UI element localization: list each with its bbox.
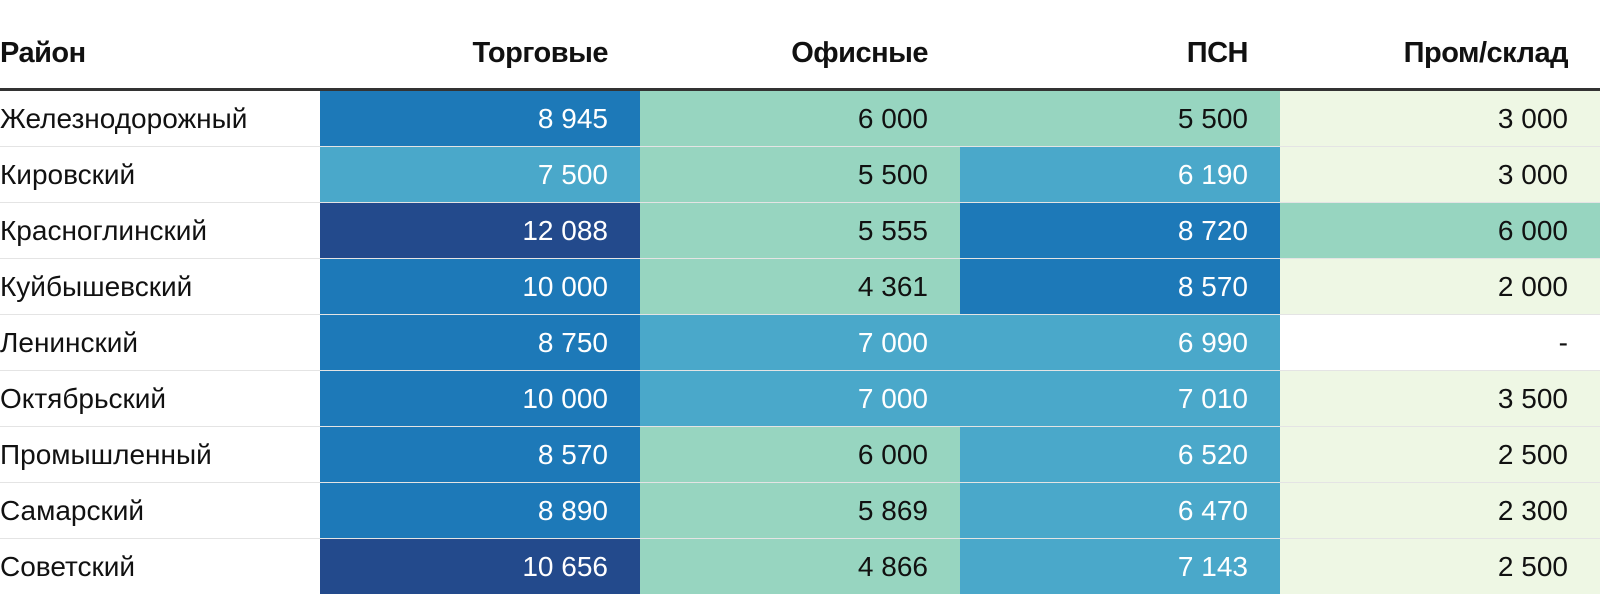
table-row: Красноглинский 12 088 5 555 8 720 6 000 [0, 202, 1600, 259]
row-label: Октябрьский [0, 370, 320, 427]
heatmap-table: Район Торговые Офисные ПСН Пром/склад Же… [0, 18, 1600, 594]
heatmap-cell: 5 555 [640, 202, 960, 259]
heatmap-cell: 4 866 [640, 538, 960, 594]
heatmap-cell: 7 000 [640, 370, 960, 427]
heatmap-cell: 3 000 [1280, 146, 1600, 203]
row-label: Кировский [0, 146, 320, 203]
heatmap-cell: 6 000 [1280, 202, 1600, 259]
table-row: Советский 10 656 4 866 7 143 2 500 [0, 538, 1600, 594]
heatmap-cell: 3 500 [1280, 370, 1600, 427]
heatmap-cell: 2 500 [1280, 538, 1600, 594]
heatmap-cell: 7 500 [320, 146, 640, 203]
column-header-retail: Торговые [320, 18, 640, 91]
heatmap-cell: 10 000 [320, 258, 640, 315]
row-label: Самарский [0, 482, 320, 539]
heatmap-cell: 10 656 [320, 538, 640, 594]
heatmap-cell: 6 470 [960, 482, 1280, 539]
heatmap-cell: 10 000 [320, 370, 640, 427]
heatmap-cell: 4 361 [640, 258, 960, 315]
row-label: Железнодорожный [0, 89, 320, 147]
heatmap-cell: 6 520 [960, 426, 1280, 483]
heatmap-cell: 5 500 [640, 146, 960, 203]
heatmap-cell: 6 000 [640, 89, 960, 147]
heatmap-cell: 7 010 [960, 370, 1280, 427]
heatmap-cell: 6 990 [960, 314, 1280, 371]
row-label: Куйбышевский [0, 258, 320, 315]
row-label: Ленинский [0, 314, 320, 371]
heatmap-cell: 8 570 [960, 258, 1280, 315]
heatmap-cell: 7 000 [640, 314, 960, 371]
row-label: Промышленный [0, 426, 320, 483]
heatmap-cell: - [1280, 314, 1600, 371]
table-row: Самарский 8 890 5 869 6 470 2 300 [0, 482, 1600, 539]
column-header-district: Район [0, 18, 320, 91]
column-header-psn: ПСН [960, 18, 1280, 91]
table-row: Кировский 7 500 5 500 6 190 3 000 [0, 146, 1600, 203]
column-header-office: Офисные [640, 18, 960, 91]
heatmap-cell: 12 088 [320, 202, 640, 259]
heatmap-cell: 2 300 [1280, 482, 1600, 539]
row-label: Советский [0, 538, 320, 594]
table-body: Железнодорожный 8 945 6 000 5 500 3 000 Киров… [0, 89, 1600, 594]
heatmap-cell: 5 869 [640, 482, 960, 539]
heatmap-cell: 8 890 [320, 482, 640, 539]
heatmap-cell: 3 000 [1280, 89, 1600, 147]
heatmap-cell: 8 750 [320, 314, 640, 371]
heatmap-cell: 8 570 [320, 426, 640, 483]
row-label: Красноглинский [0, 202, 320, 259]
heatmap-cell: 7 143 [960, 538, 1280, 594]
table-row: Куйбышевский 10 000 4 361 8 570 2 000 [0, 258, 1600, 315]
table-row: Октябрьский 10 000 7 000 7 010 3 500 [0, 370, 1600, 427]
heatmap-cell: 5 500 [960, 89, 1280, 147]
heatmap-cell: 8 720 [960, 202, 1280, 259]
table-row: Промышленный 8 570 6 000 6 520 2 500 [0, 426, 1600, 483]
heatmap-cell: 2 500 [1280, 426, 1600, 483]
column-header-industrial-warehouse: Пром/склад [1280, 18, 1600, 91]
header-row: Район Торговые Офисные ПСН Пром/склад [0, 18, 1600, 91]
table-row: Ленинский 8 750 7 000 6 990- [0, 314, 1600, 371]
heatmap-cell: 2 000 [1280, 258, 1600, 315]
heatmap-cell: 6 190 [960, 146, 1280, 203]
heatmap-cell: 8 945 [320, 89, 640, 147]
table-row: Железнодорожный 8 945 6 000 5 500 3 000 [0, 89, 1600, 147]
heatmap-cell: 6 000 [640, 426, 960, 483]
